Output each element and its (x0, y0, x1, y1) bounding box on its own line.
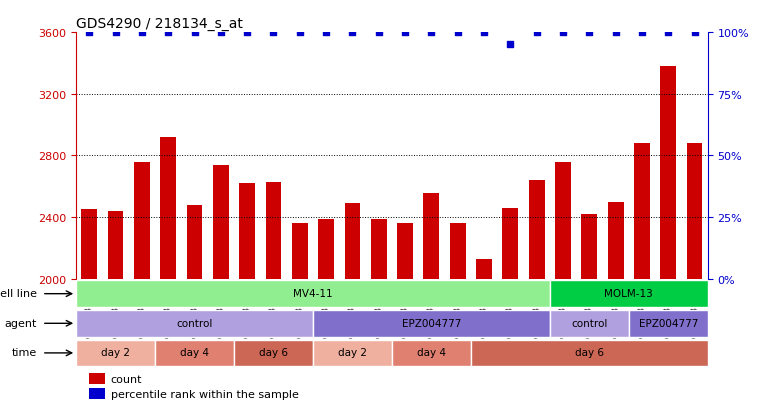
Point (478, 30, 490, 36)
Point (557, 30, 569, 36)
FancyBboxPatch shape (471, 340, 708, 366)
FancyBboxPatch shape (549, 281, 708, 307)
Point (162, 30, 174, 36)
FancyBboxPatch shape (76, 281, 549, 307)
Bar (239, 184, 255, 279)
Text: count: count (111, 374, 142, 384)
Point (189, 30, 201, 36)
Text: day 4: day 4 (180, 347, 209, 357)
FancyBboxPatch shape (313, 340, 392, 366)
Bar (502, 209, 518, 279)
Bar (555, 162, 571, 279)
FancyBboxPatch shape (392, 340, 471, 366)
Point (267, 30, 279, 36)
FancyBboxPatch shape (234, 340, 313, 366)
Bar (371, 219, 387, 279)
Text: control: control (571, 318, 607, 328)
Point (320, 30, 333, 36)
FancyBboxPatch shape (313, 310, 549, 337)
Bar (89, 373, 104, 385)
Text: control: control (177, 318, 213, 328)
Bar (661, 67, 677, 279)
Text: EPZ004777: EPZ004777 (402, 318, 461, 328)
Text: day 4: day 4 (417, 347, 446, 357)
Point (346, 30, 358, 36)
Point (241, 30, 253, 36)
Point (662, 30, 674, 36)
Bar (529, 181, 545, 279)
Point (583, 30, 595, 36)
Bar (608, 202, 623, 279)
Point (610, 30, 622, 36)
Text: EPZ004777: EPZ004777 (638, 318, 698, 328)
Bar (423, 193, 439, 279)
Bar (581, 215, 597, 279)
Point (505, 42, 517, 49)
Point (135, 30, 148, 36)
Text: day 2: day 2 (101, 347, 130, 357)
Point (294, 30, 306, 36)
Point (110, 30, 122, 36)
Bar (686, 144, 702, 279)
Text: day 2: day 2 (338, 347, 367, 357)
Text: GDS4290 / 218134_s_at: GDS4290 / 218134_s_at (76, 17, 243, 31)
Bar (318, 219, 334, 279)
Bar (89, 388, 104, 399)
FancyBboxPatch shape (76, 310, 313, 337)
Bar (634, 144, 650, 279)
Point (689, 30, 701, 36)
FancyBboxPatch shape (629, 310, 708, 337)
Text: percentile rank within the sample: percentile rank within the sample (111, 389, 299, 399)
Text: MOLM-13: MOLM-13 (604, 288, 653, 298)
Text: MV4-11: MV4-11 (293, 288, 333, 298)
Point (636, 30, 648, 36)
Bar (134, 162, 150, 279)
Bar (345, 204, 361, 279)
FancyBboxPatch shape (76, 340, 155, 366)
Text: cell line: cell line (0, 288, 37, 298)
Point (530, 30, 543, 36)
Bar (266, 182, 282, 279)
FancyBboxPatch shape (549, 310, 629, 337)
Point (373, 30, 385, 36)
Bar (450, 224, 466, 279)
Bar (292, 224, 307, 279)
Bar (186, 205, 202, 279)
Point (425, 30, 438, 36)
Bar (476, 259, 492, 279)
Bar (213, 165, 229, 279)
Text: day 6: day 6 (575, 347, 603, 357)
Text: agent: agent (5, 318, 37, 328)
Bar (161, 138, 176, 279)
Point (451, 30, 463, 36)
Text: time: time (11, 347, 37, 357)
Bar (81, 210, 97, 279)
Point (399, 30, 411, 36)
Point (83, 30, 95, 36)
FancyBboxPatch shape (155, 340, 234, 366)
Point (215, 30, 227, 36)
Bar (397, 224, 413, 279)
Bar (108, 211, 123, 279)
Text: day 6: day 6 (259, 347, 288, 357)
